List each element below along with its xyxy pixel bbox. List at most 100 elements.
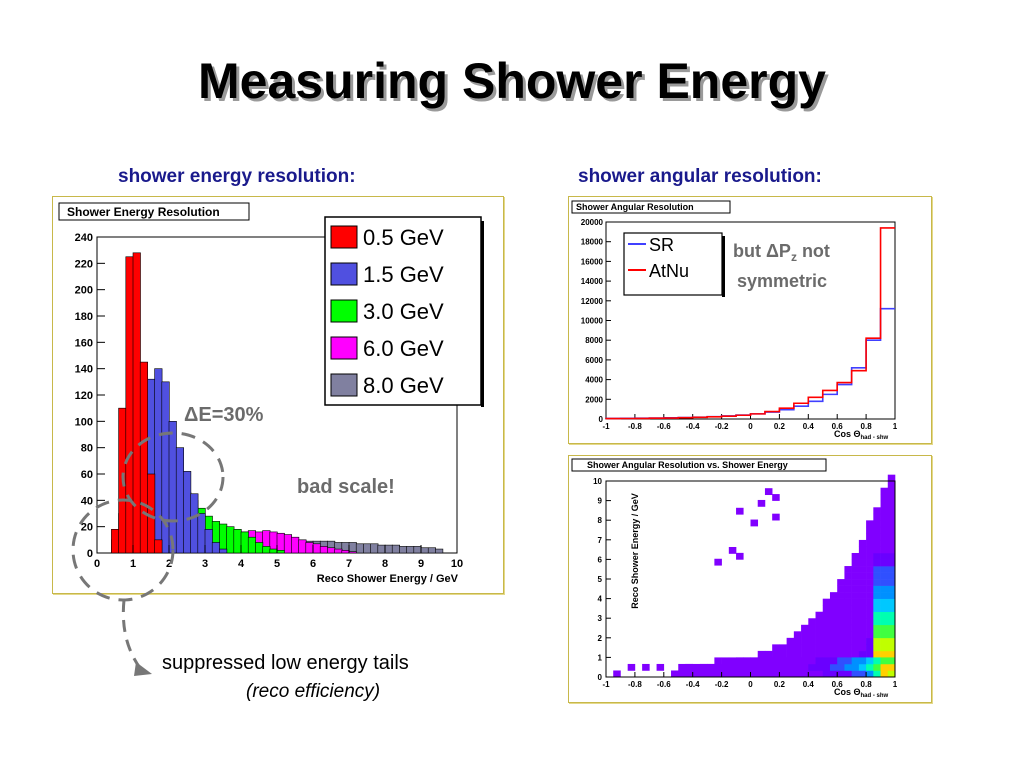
heatmap-cell [815,670,824,678]
heatmap-cell [858,663,867,671]
heatmap-cell [880,507,889,515]
heatmap-cell [829,663,838,671]
heatmap-cell [880,566,889,573]
heatmap-cell [822,663,831,671]
dashed-circle-low-tail [71,498,175,602]
legend-swatch [330,225,358,249]
heatmap-cell [851,611,860,619]
heatmap-cell [866,631,874,639]
histogram-bar [435,548,444,554]
heatmap-cell [815,624,824,632]
heatmap-cell [736,507,744,515]
x-tick-label: 4 [238,558,245,570]
slide-title: Measuring Shower Energy [198,53,826,109]
heatmap-cell [873,507,881,515]
heatmap-cell [851,598,860,606]
heatmap-cell [844,611,852,619]
heatmap-cell [866,670,874,678]
bad-scale-annotation: bad scale! [297,476,395,498]
asymmetry-annotation: but ΔPz not [733,241,830,264]
x-tick-label: 0 [94,558,100,570]
heatmap-cell [721,670,730,678]
heatmap-cell [858,618,867,626]
x-tick-label: 0 [748,680,753,689]
heatmap-cell [866,663,874,671]
heatmap-cell [866,624,874,632]
heatmap-cell [772,513,780,521]
heatmap-cell [750,663,759,671]
heatmap-cell [692,670,701,678]
heatmap-cell [837,598,845,606]
heatmap-cell [815,644,824,652]
heatmap-cell [866,637,874,645]
heatmap-cell [786,650,795,658]
legend-label: AtNu [649,261,689,281]
heatmap-cell [808,631,816,639]
heatmap-cell [829,605,838,613]
heatmap-cell [858,650,867,658]
y-tick-label: 80 [81,443,93,455]
heatmap-cell [866,644,874,652]
heatmap-cell [851,585,860,593]
heatmap-cell [837,670,845,678]
heatmap-cell [873,572,881,580]
heatmap-cell [772,494,780,501]
heatmap-cell [858,637,867,645]
heatmap-cell [858,670,867,678]
x-tick-label: 0.6 [832,680,844,689]
heatmap-cell [873,605,881,613]
heatmap-cell [779,644,787,652]
heatmap-cell [808,637,816,645]
heatmap-cell [808,670,816,678]
legend-swatch [330,373,358,397]
heatmap-cell [714,657,722,665]
bottom-note-italic: (reco efficiency) [246,681,381,702]
heatmap-cell [880,533,889,541]
heatmap-cell [873,539,881,547]
heatmap-cell [858,559,867,567]
x-tick-label: 8 [382,558,388,570]
y-tick-label: 6000 [585,356,603,365]
y-tick-label: 0 [599,415,604,424]
heatmap-cell [844,650,852,658]
y-tick-label: 220 [75,258,93,270]
heatmap-cell [866,546,874,554]
y-tick-label: 8 [598,516,603,525]
heatmap-cell [887,539,896,547]
heatmap-cell [887,474,896,482]
heatmap-cell [678,663,686,671]
heatmap-cell [866,579,874,586]
heatmap-cell [837,657,845,665]
heatmap-cell [829,631,838,639]
heatmap-cell [837,592,845,599]
y-tick-label: 200 [75,285,93,297]
heatmap-cell [851,559,860,567]
heatmap-cell [873,579,881,586]
x-tick-label: 10 [451,558,463,570]
heatmap-cell [772,650,780,658]
heatmap-cell [880,611,889,619]
heatmap-cell [858,624,867,632]
heatmap-cell [736,552,744,560]
heatmap-cell [880,494,889,502]
heatmap-cell [685,663,693,671]
legend-swatch [330,336,358,360]
heatmap-cell [880,624,889,632]
heatmap-cell [851,572,860,580]
heatmap-cell [613,670,621,678]
x-tick-label: 0.2 [774,680,786,689]
heatmap-cell [707,663,715,671]
x-tick-label: 9 [418,558,424,570]
histogram-bar [139,361,148,554]
heatmap-cell [822,624,831,632]
heatmap-cell [627,663,636,671]
heatmap-cell [714,663,722,671]
heatmap-cell [829,618,838,626]
y-tick-label: 4000 [585,376,603,385]
heatmap-cell [844,618,852,626]
heatmap-cell [873,637,881,645]
heatmap-cell [779,650,787,658]
y-tick-label: 140 [75,364,93,376]
heatmap-cell [721,657,730,665]
heatmap-cell [880,487,889,495]
